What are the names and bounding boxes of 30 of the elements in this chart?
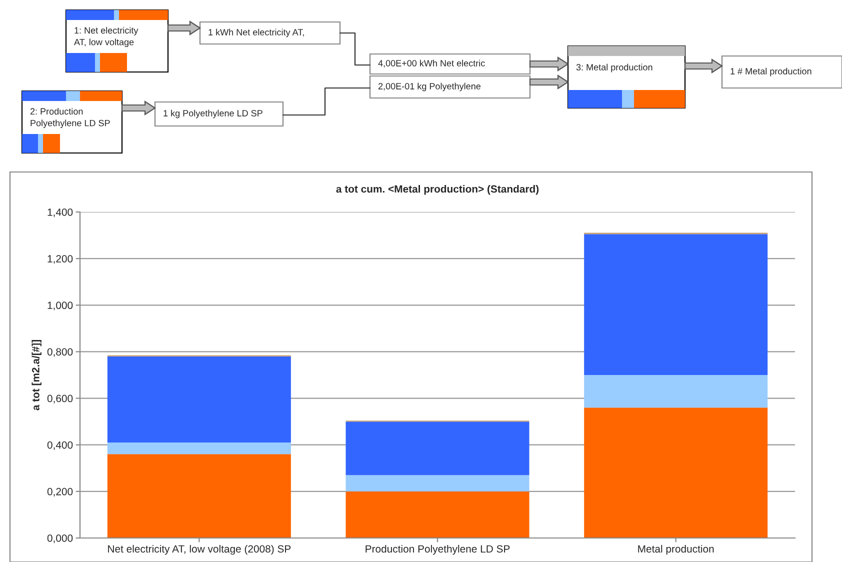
bar — [107, 356, 291, 443]
bar — [584, 234, 768, 375]
bar — [584, 375, 768, 408]
chart-title: a tot cum. <Metal production> (Standard) — [336, 185, 539, 195]
y-tick-label: 0,400 — [47, 441, 73, 450]
y-tick-label: 0,200 — [47, 488, 73, 497]
bar — [346, 475, 530, 492]
x-tick-label: Metal production — [638, 544, 714, 555]
text: 3: Metal production — [576, 64, 652, 72]
text: 1 kg Polyethylene LD SP — [164, 110, 262, 118]
y-tick-label: 0,000 — [47, 534, 73, 544]
text: 4,00E+00 kWh Net electric — [378, 60, 485, 68]
y-tick-label: 0,600 — [47, 394, 73, 404]
text: 1: Net electricity AT, low voltage — [74, 26, 138, 48]
x-tick-label: Net electricity AT, low voltage (2008) SP — [108, 544, 291, 555]
text: 1 kWh Net electricity AT, — [208, 28, 304, 38]
text: 2,00E-01 kg Polyethylene — [378, 82, 480, 92]
y-tick-label: 1,400 — [48, 208, 73, 218]
bar — [346, 491, 530, 538]
y-tick-label: 1,000 — [48, 302, 73, 310]
text: 1 # Metal production — [730, 68, 812, 76]
text: 2: Production Polyethylene LD SP — [30, 108, 110, 128]
x-tick-label: Production Polyethylene LD SP — [366, 544, 510, 555]
y-axis-title: a tot [m2.a/[#]] — [32, 340, 42, 410]
bar — [107, 454, 291, 538]
bar — [107, 442, 291, 454]
bar — [346, 422, 530, 476]
y-tick-label: 1,200 — [48, 255, 73, 264]
y-tick-label: 0,800 — [47, 348, 73, 357]
bar — [584, 408, 768, 538]
